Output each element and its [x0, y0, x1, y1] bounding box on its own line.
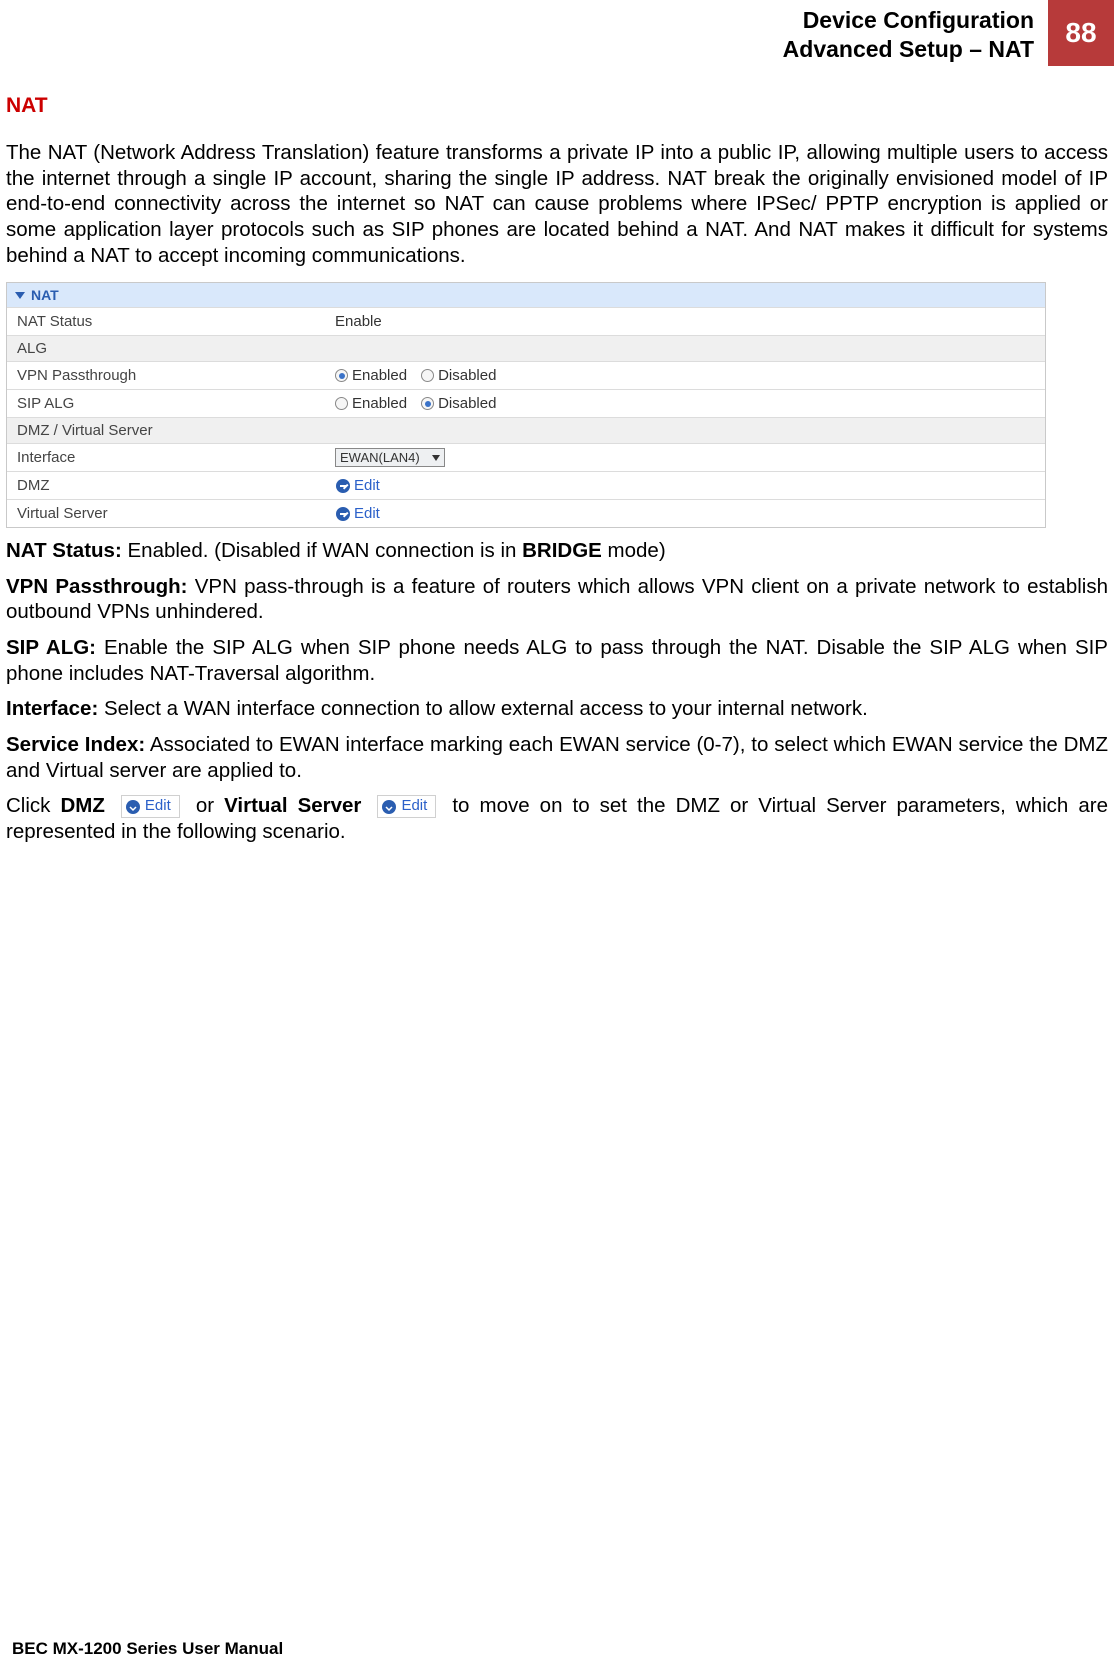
value-vpn-passthrough: Enabled Disabled — [325, 363, 1045, 388]
term: SIP ALG: — [6, 636, 96, 659]
header-line1: Device Configuration — [783, 6, 1034, 35]
label-virtual-server: Virtual Server — [7, 501, 325, 526]
dmz-edit-link[interactable]: Edit — [335, 477, 380, 494]
radio-icon — [335, 397, 348, 410]
main-content: NAT The NAT (Network Address Translation… — [0, 66, 1114, 844]
info-icon — [335, 478, 351, 494]
section-title: NAT — [6, 94, 1108, 118]
radio-vpn-disabled[interactable]: Disabled — [421, 367, 496, 384]
footer-text: BEC MX-1200 Series User Manual — [12, 1639, 283, 1659]
row-interface: Interface EWAN(LAN4) — [7, 443, 1045, 471]
nat-table-header[interactable]: NAT — [7, 283, 1045, 307]
label-interface: Interface — [7, 445, 325, 470]
value-dmz: Edit — [325, 473, 1045, 498]
row-dmz: DMZ Edit — [7, 471, 1045, 499]
value-nat-status: Enable — [325, 309, 1045, 334]
radio-icon — [421, 397, 434, 410]
edit-text: Edit — [145, 797, 171, 816]
radio-vpn-enabled[interactable]: Enabled — [335, 367, 407, 384]
dmz-bold: DMZ — [60, 794, 104, 817]
term: Service Index: — [6, 733, 145, 756]
term: VPN Passthrough: — [6, 575, 188, 598]
text: Enable the SIP ALG when SIP phone needs … — [6, 636, 1108, 685]
term: NAT Status: — [6, 539, 122, 562]
value-sip-alg: Enabled Disabled — [325, 391, 1045, 416]
value-interface: EWAN(LAN4) — [325, 444, 1045, 471]
edit-link-text: Edit — [354, 505, 380, 522]
label-sip-alg: SIP ALG — [7, 391, 325, 416]
nat-table-header-text: NAT — [31, 287, 59, 303]
virtual-server-edit-link[interactable]: Edit — [335, 505, 380, 522]
value-virtual-server: Edit — [325, 501, 1045, 526]
radio-icon — [421, 369, 434, 382]
click-instruction: Click DMZ Edit or Virtual Server Edit to… — [6, 793, 1108, 844]
intro-paragraph: The NAT (Network Address Translation) fe… — [6, 140, 1108, 268]
info-icon — [124, 798, 142, 816]
radio-icon — [335, 369, 348, 382]
label-dmz: DMZ — [7, 473, 325, 498]
row-nat-status: NAT Status Enable — [7, 307, 1045, 335]
bridge-bold: BRIDGE — [522, 539, 602, 562]
radio-sip-disabled[interactable]: Disabled — [421, 395, 496, 412]
def-interface: Interface: Select a WAN interface connec… — [6, 696, 1108, 722]
select-value: EWAN(LAN4) — [340, 450, 420, 465]
edit-link-text: Edit — [354, 477, 380, 494]
label-nat-status: NAT Status — [7, 309, 325, 334]
radio-label: Disabled — [438, 367, 496, 384]
row-vpn-passthrough: VPN Passthrough Enabled Disabled — [7, 361, 1045, 389]
nat-config-table: NAT NAT Status Enable ALG VPN Passthroug… — [6, 282, 1046, 528]
vs-edit-inline: Edit — [377, 795, 436, 818]
subheader-alg: ALG — [7, 335, 1045, 361]
page-number-badge: 88 — [1048, 0, 1114, 66]
radio-label: Enabled — [352, 395, 407, 412]
def-service-index: Service Index: Associated to EWAN interf… — [6, 732, 1108, 783]
text: Select a WAN interface connection to all… — [98, 697, 868, 720]
edit-text: Edit — [401, 797, 427, 816]
text: or — [196, 794, 224, 817]
page-header: Device Configuration Advanced Setup – NA… — [0, 0, 1114, 66]
chevron-down-icon — [432, 455, 440, 461]
label-vpn-passthrough: VPN Passthrough — [7, 363, 325, 388]
term: Interface: — [6, 697, 98, 720]
radio-label: Enabled — [352, 367, 407, 384]
text: Enabled. (Disabled if WAN connection is … — [122, 539, 522, 562]
def-sip: SIP ALG: Enable the SIP ALG when SIP pho… — [6, 635, 1108, 686]
info-icon — [335, 506, 351, 522]
info-icon — [380, 798, 398, 816]
radio-label: Disabled — [438, 395, 496, 412]
row-sip-alg: SIP ALG Enabled Disabled — [7, 389, 1045, 417]
row-virtual-server: Virtual Server Edit — [7, 499, 1045, 527]
def-nat-status: NAT Status: Enabled. (Disabled if WAN co… — [6, 538, 1108, 564]
subheader-dmz: DMZ / Virtual Server — [7, 417, 1045, 443]
collapse-icon — [15, 292, 25, 299]
text: Click — [6, 794, 60, 817]
radio-sip-enabled[interactable]: Enabled — [335, 395, 407, 412]
header-line2: Advanced Setup – NAT — [783, 35, 1034, 64]
text: Associated to EWAN interface marking eac… — [6, 733, 1108, 782]
vs-bold: Virtual Server — [224, 794, 361, 817]
dmz-edit-inline: Edit — [121, 795, 180, 818]
text: mode) — [602, 539, 666, 562]
def-vpn: VPN Passthrough: VPN pass-through is a f… — [6, 574, 1108, 625]
interface-select[interactable]: EWAN(LAN4) — [335, 448, 445, 467]
header-title-block: Device Configuration Advanced Setup – NA… — [783, 0, 1048, 66]
